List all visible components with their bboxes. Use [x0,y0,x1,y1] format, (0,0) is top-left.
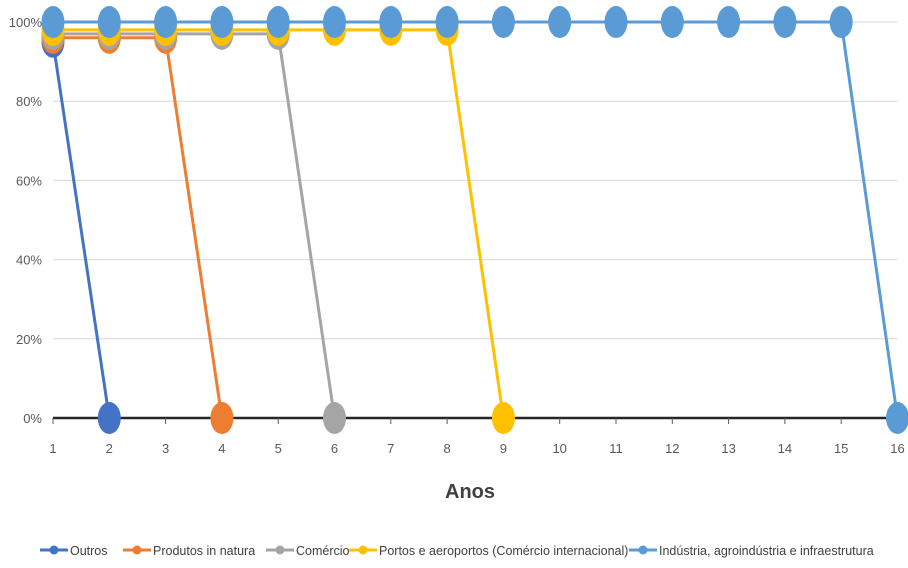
data-point [210,402,233,434]
x-tick-label: 6 [331,441,338,456]
data-point [323,6,346,38]
series-line [53,30,503,418]
data-point [492,402,515,434]
legend: Outros Produtos in natura Comércio Portos e… [40,544,874,558]
legend-marker [50,546,59,555]
x-tick-label: 10 [552,441,566,456]
data-point [830,6,853,38]
y-tick-label: 100% [9,15,43,30]
legend-marker [133,546,142,555]
data-point [154,6,177,38]
series-line [53,42,109,418]
gridlines [53,22,898,339]
x-tick-label: 1 [49,441,56,456]
x-tick-label: 7 [387,441,394,456]
x-tick-label: 11 [609,441,623,456]
data-point [42,6,65,38]
x-tick-label: 12 [665,441,679,456]
data-point [323,402,346,434]
series-lines [53,22,898,418]
data-point [548,6,571,38]
y-tick-label: 0% [23,411,42,426]
x-tick-label: 15 [834,441,848,456]
x-tick-label: 8 [443,441,450,456]
legend-label: Indústria, agroindústria e infraestrutur… [659,544,874,558]
legend-label: Produtos in natura [153,544,255,558]
data-point [717,6,740,38]
series-line [53,38,222,418]
x-tick-label: 14 [778,441,792,456]
legend-marker [359,546,368,555]
data-point [492,6,515,38]
data-point [98,402,121,434]
data-point [886,402,908,434]
legend-label: Outros [70,544,108,558]
legend-label: Comércio [296,544,350,558]
y-tick-label: 80% [16,94,42,109]
legend-marker [276,546,285,555]
legend-label: Portos e aeroportos (Comércio internacio… [379,544,628,558]
data-point [267,6,290,38]
x-tick-label: 16 [890,441,904,456]
data-point [210,6,233,38]
x-tick-label: 13 [721,441,735,456]
data-point [98,6,121,38]
x-tick-label: 4 [218,441,225,456]
data-point [379,6,402,38]
x-axis-title: Anos [445,481,495,503]
x-tick-label: 2 [106,441,113,456]
x-tick-label: 9 [500,441,507,456]
x-tick-label: 3 [162,441,169,456]
data-point [436,6,459,38]
x-tick-label: 5 [275,441,282,456]
data-point [661,6,684,38]
y-tick-label: 20% [16,332,42,347]
legend-marker [639,546,648,555]
y-tick-label: 40% [16,253,42,268]
data-point [605,6,628,38]
y-tick-label: 60% [16,173,42,188]
data-point [773,6,796,38]
